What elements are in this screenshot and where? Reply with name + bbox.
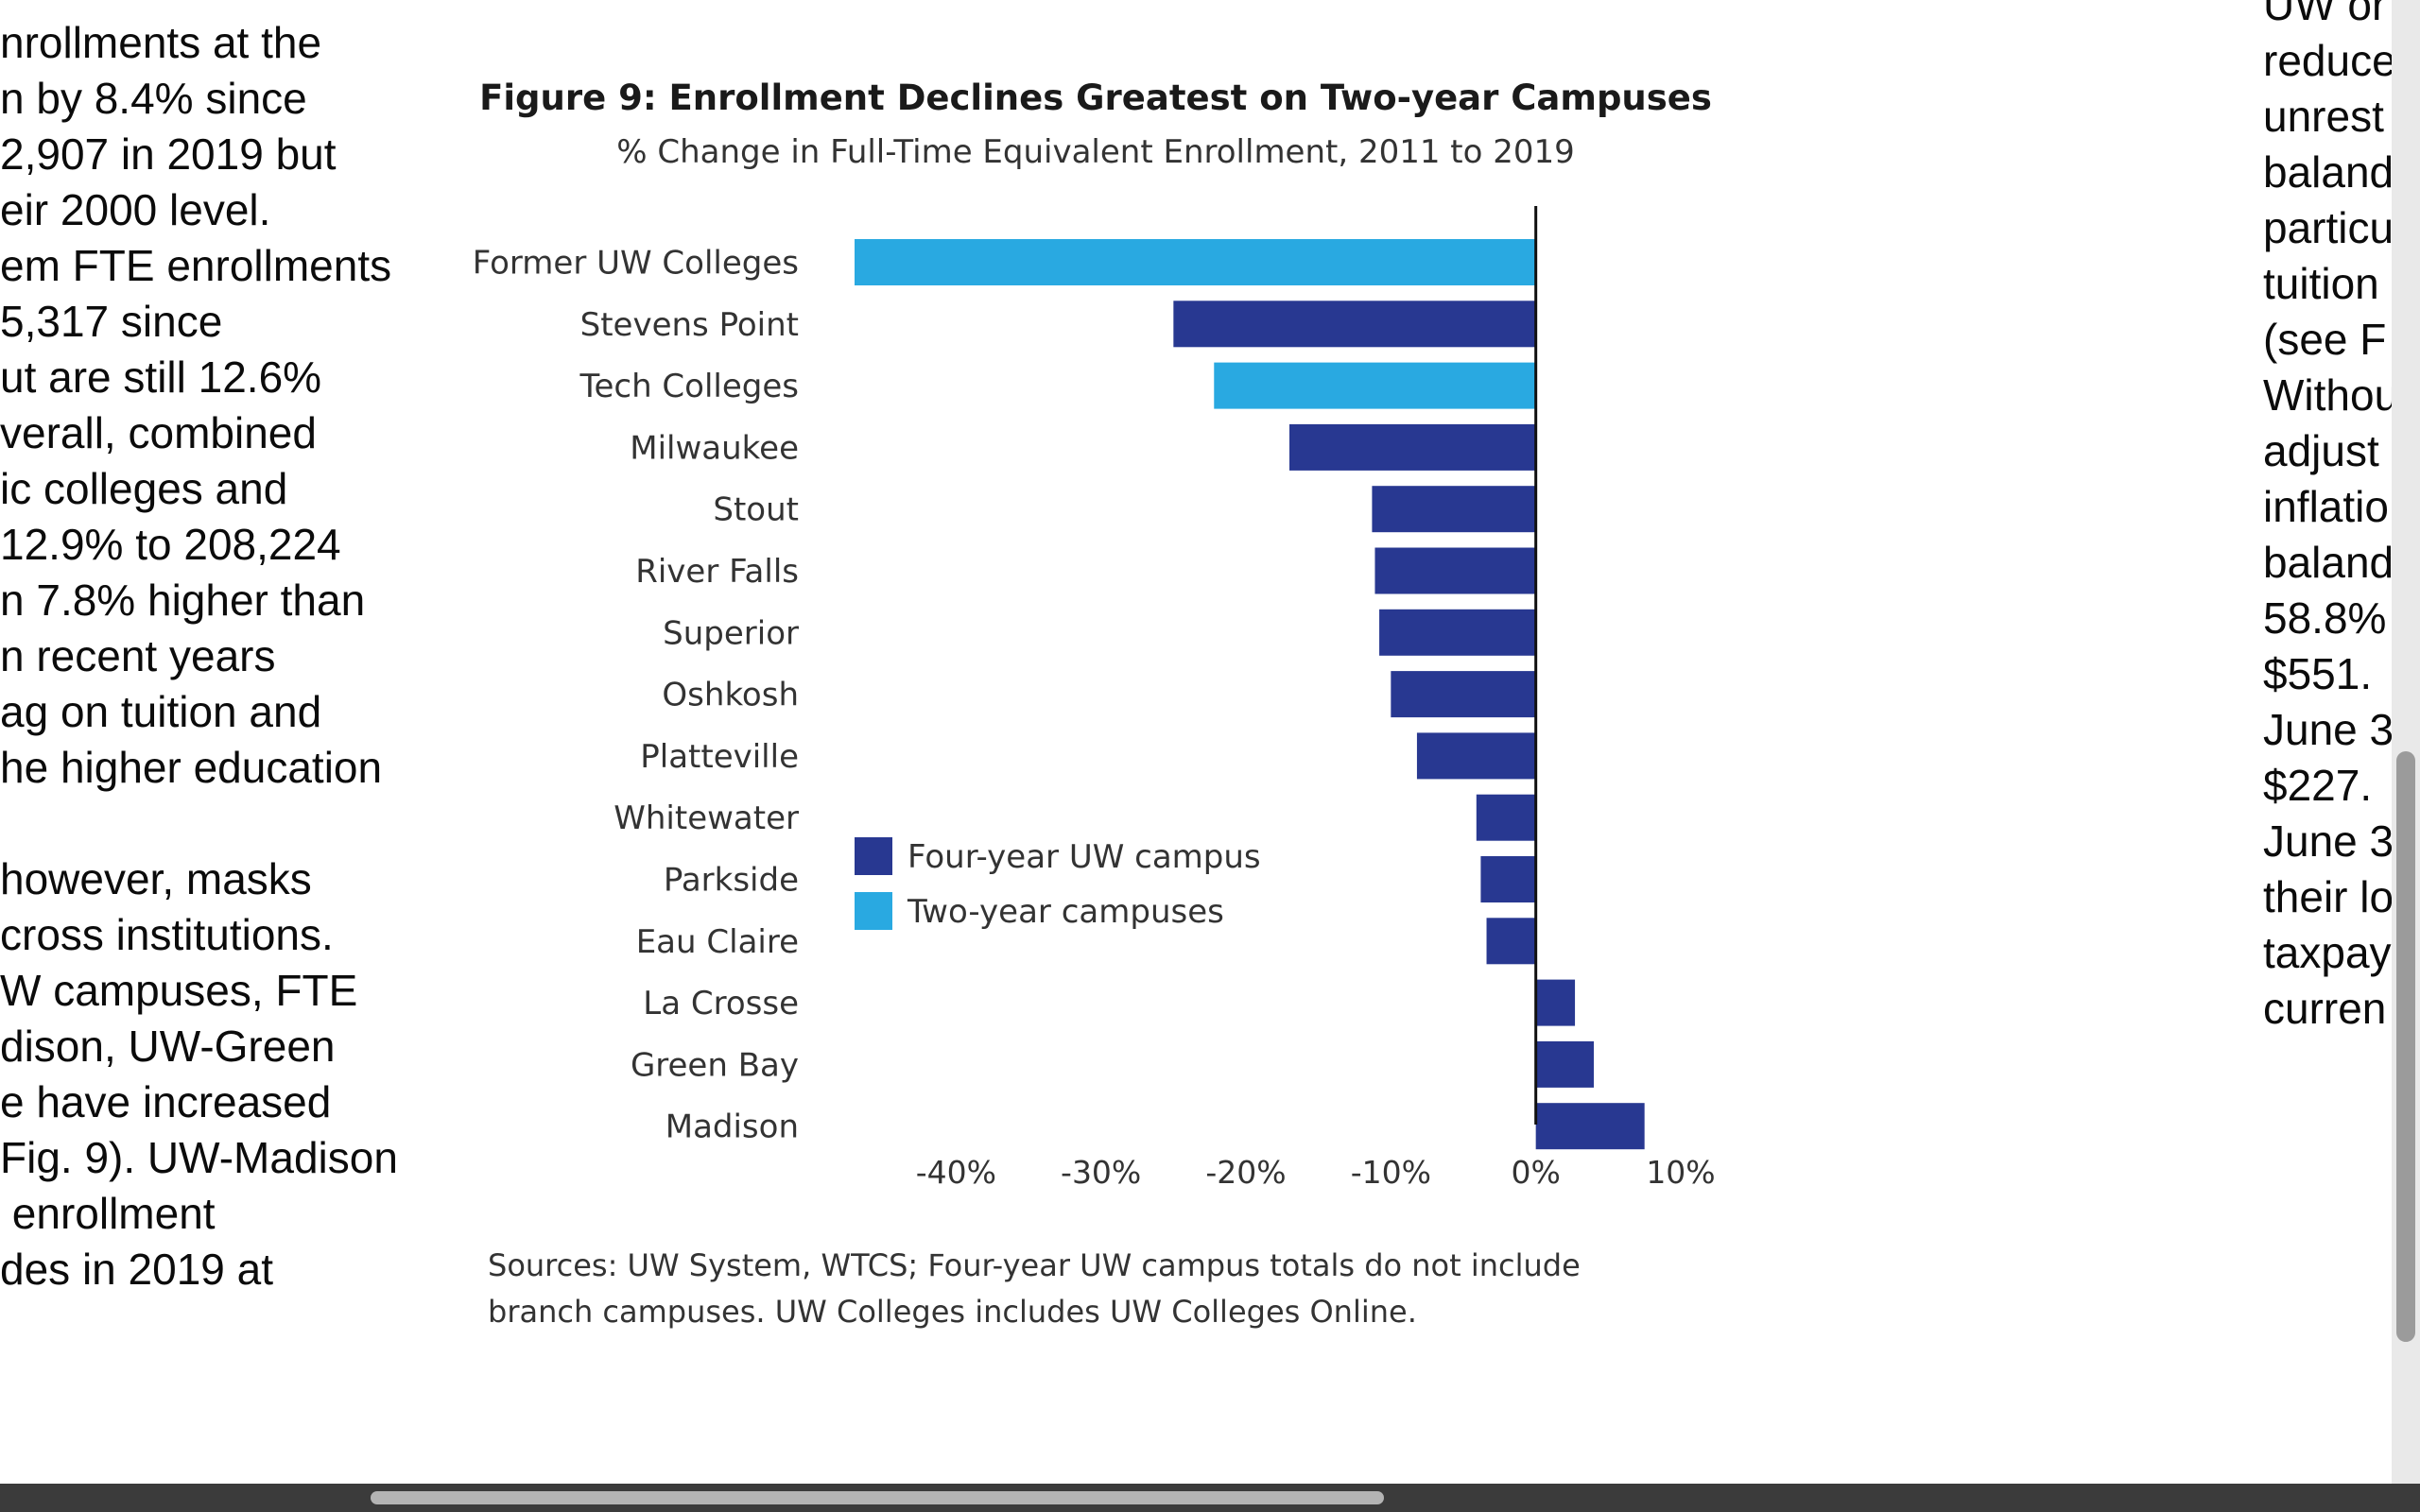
- bar-stevens-point: [1173, 301, 1536, 348]
- category-label: Whitewater: [614, 799, 799, 837]
- right-text-line: Withou: [2263, 370, 2394, 420]
- right-text-line: adjust: [2263, 426, 2379, 475]
- category-label: La Crosse: [643, 985, 799, 1022]
- right-text-line: unrest: [2263, 92, 2384, 141]
- category-label: Tech Colleges: [579, 368, 799, 405]
- left-text-line: 5,317 since: [0, 297, 223, 346]
- left-text-column: nrollments at the n by 8.4% since 2,907 in…: [0, 15, 406, 1297]
- legend-swatch-two-year: [855, 892, 892, 930]
- bar-chart-svg: Figure 9: Enrollment Declines Greatest o…: [473, 77, 1716, 1330]
- source-note-line: Sources: UW System, WTCS; Four-year UW c…: [488, 1247, 1581, 1283]
- right-text-line: 58.8%: [2263, 593, 2387, 643]
- left-text-line: Fig. 9). UW-Madison: [0, 1133, 398, 1182]
- bar-madison: [1535, 1103, 1645, 1150]
- bar-milwaukee: [1289, 423, 1536, 471]
- bar-parkside: [1480, 856, 1536, 902]
- x-tick-label: -20%: [1205, 1154, 1286, 1191]
- left-text-line: 12.9% to 208,224: [0, 520, 341, 569]
- bar-eau-claire: [1486, 918, 1536, 965]
- left-text-line: des in 2019 at: [0, 1245, 274, 1294]
- left-text-line: W campuses, FTE: [0, 966, 358, 1015]
- legend-swatch-four-year: [855, 837, 892, 875]
- left-text-line: verall, combined: [0, 408, 317, 457]
- right-text-line: baland: [2263, 147, 2394, 197]
- legend-label: Four-year UW campus: [908, 838, 1261, 876]
- category-label: Stout: [713, 491, 799, 529]
- left-text-line: 2,907 in 2019 but: [0, 129, 337, 179]
- left-text-line: n 7.8% higher than: [0, 576, 366, 625]
- chart-title: Figure 9: Enrollment Declines Greatest o…: [479, 77, 1712, 118]
- right-text-line: baland: [2263, 538, 2394, 587]
- bar-la-crosse: [1535, 979, 1576, 1026]
- right-text-line: curren: [2263, 984, 2387, 1033]
- legend-label: Two-year campuses: [907, 893, 1224, 931]
- x-tick-label: 0%: [1511, 1154, 1560, 1191]
- right-text-line: particu: [2263, 203, 2394, 252]
- category-label: Stevens Point: [580, 306, 799, 344]
- right-text-line: tuition: [2263, 259, 2379, 308]
- left-text-line: eir 2000 level.: [0, 185, 271, 234]
- figure-9-chart: Figure 9: Enrollment Declines Greatest o…: [463, 57, 1739, 1361]
- x-tick-label: -40%: [916, 1154, 996, 1191]
- left-text-line: nrollments at the: [0, 18, 322, 67]
- category-label: River Falls: [635, 553, 799, 591]
- category-label: Superior: [663, 614, 799, 652]
- category-label: Oshkosh: [662, 677, 799, 714]
- x-tick-label: -10%: [1351, 1154, 1431, 1191]
- category-label: Green Bay: [631, 1046, 799, 1084]
- x-tick-label: 10%: [1646, 1154, 1715, 1191]
- bar-whitewater: [1476, 794, 1536, 841]
- right-text-line: UW or: [2263, 0, 2387, 29]
- vertical-scrollbar-thumb[interactable]: [2396, 751, 2415, 1342]
- bar-green-bay: [1535, 1040, 1594, 1088]
- category-label: Madison: [666, 1108, 799, 1146]
- left-text-line: cross institutions.: [0, 910, 334, 959]
- bar-river-falls: [1374, 547, 1536, 594]
- bar-stout: [1372, 486, 1536, 533]
- left-text-line: ic colleges and: [0, 464, 288, 513]
- right-text-line: $227.: [2263, 761, 2373, 810]
- right-text-line: their lo: [2263, 872, 2394, 921]
- left-text-line: however, masks: [0, 854, 312, 903]
- left-text-line: em FTE enrollments: [0, 241, 392, 290]
- bar-former-uw-colleges: [855, 239, 1536, 285]
- right-text-line: reduce: [2263, 36, 2394, 85]
- source-note-line: branch campuses. UW Colleges includes UW…: [488, 1294, 1417, 1330]
- category-label: Platteville: [640, 738, 799, 776]
- bar-oshkosh: [1391, 671, 1536, 718]
- left-text-line: [0, 796, 406, 851]
- right-text-line: (see F: [2263, 315, 2387, 364]
- left-text-line: n recent years: [0, 631, 276, 680]
- category-label: Milwaukee: [630, 429, 799, 467]
- x-tick-label: -30%: [1061, 1154, 1141, 1191]
- right-text-line: taxpay: [2263, 928, 2392, 977]
- left-text-line: he higher education: [0, 743, 383, 792]
- left-text-line: ut are still 12.6%: [0, 352, 322, 402]
- bar-tech-colleges: [1214, 362, 1536, 409]
- right-text-line: June 3: [2263, 705, 2394, 754]
- category-label: Former UW Colleges: [473, 245, 799, 283]
- horizontal-scrollbar-thumb[interactable]: [371, 1491, 1384, 1504]
- category-label: Parkside: [664, 862, 799, 900]
- left-text-line: enrollment: [0, 1189, 216, 1238]
- chart-subtitle: % Change in Full-Time Equivalent Enrollm…: [616, 133, 1575, 171]
- left-text-line: dison, UW-Green: [0, 1022, 336, 1071]
- category-label: Eau Claire: [636, 923, 799, 961]
- left-text-line: e have increased: [0, 1077, 332, 1126]
- right-text-line: $551.: [2263, 649, 2373, 698]
- right-text-column: UW or reduce unrest baland particu tuition (se…: [2263, 0, 2394, 1037]
- right-text-line: inflatio: [2263, 482, 2389, 531]
- right-text-line: June 3: [2263, 816, 2394, 866]
- left-text-line: n by 8.4% since: [0, 74, 307, 123]
- bar-platteville: [1416, 732, 1536, 780]
- left-text-line: ag on tuition and: [0, 687, 322, 736]
- bar-superior: [1379, 609, 1536, 656]
